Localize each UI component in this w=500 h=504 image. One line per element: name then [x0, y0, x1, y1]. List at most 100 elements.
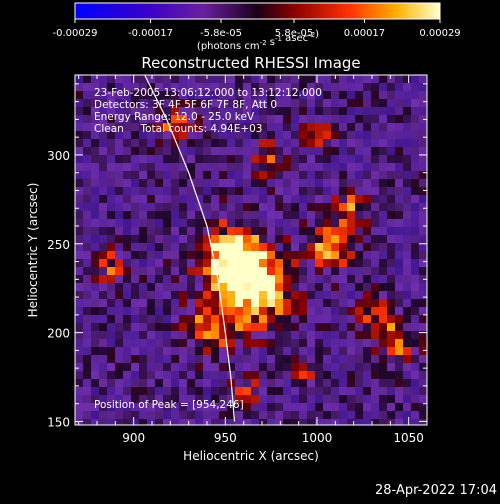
heatmap-cell — [195, 219, 204, 228]
heatmap-cell — [339, 115, 348, 124]
heatmap-cell — [307, 91, 316, 100]
heatmap-cell — [315, 139, 324, 148]
heatmap-cell — [371, 75, 380, 84]
heatmap-cell — [163, 291, 172, 300]
heatmap-cell — [123, 251, 132, 260]
heatmap-cell — [203, 315, 212, 324]
heatmap-cell — [251, 411, 260, 420]
heatmap-cell — [83, 83, 92, 92]
heatmap-cell — [275, 347, 284, 356]
heatmap-cell — [411, 347, 420, 356]
heatmap-cell — [91, 339, 100, 348]
heatmap-cell — [347, 91, 356, 100]
heatmap-cell — [75, 267, 84, 276]
heatmap-cell — [131, 155, 140, 164]
heatmap-cell — [83, 91, 92, 100]
heatmap-cell — [395, 99, 404, 108]
heatmap-cell — [339, 403, 348, 412]
heatmap-cell — [339, 387, 348, 396]
heatmap-cell — [275, 355, 284, 364]
heatmap-cell — [291, 203, 300, 212]
heatmap-cell — [355, 155, 364, 164]
heatmap-cell — [267, 307, 276, 316]
heatmap-cell — [315, 195, 324, 204]
heatmap-cell — [203, 91, 212, 100]
heatmap-cell — [163, 379, 172, 388]
heatmap-cell — [363, 411, 372, 420]
heatmap-cell — [227, 155, 236, 164]
heatmap-cell — [339, 235, 348, 244]
heatmap-cell — [275, 363, 284, 372]
heatmap-cell — [131, 275, 140, 284]
heatmap-cell — [283, 203, 292, 212]
heatmap-cell — [115, 339, 124, 348]
heatmap-cell — [243, 211, 252, 220]
heatmap-cell — [163, 275, 172, 284]
heatmap-cell — [147, 171, 156, 180]
heatmap-cell — [219, 307, 228, 316]
heatmap-cell — [387, 419, 396, 425]
heatmap-cell — [155, 259, 164, 268]
heatmap-cell — [275, 395, 284, 404]
heatmap-cell — [187, 347, 196, 356]
heatmap-cell — [155, 163, 164, 172]
unit-text: (photons cm — [197, 41, 260, 52]
heatmap-cell — [283, 283, 292, 292]
heatmap-cell — [187, 203, 196, 212]
heatmap-cell — [107, 179, 116, 188]
heatmap-cell — [371, 83, 380, 92]
heatmap-cell — [419, 235, 427, 244]
heatmap-cell — [195, 403, 204, 412]
heatmap-cell — [203, 83, 212, 92]
heatmap-cell — [211, 243, 220, 252]
heatmap-cell — [267, 411, 276, 420]
heatmap-cell — [211, 267, 220, 276]
heatmap-cell — [379, 107, 388, 116]
heatmap-cell — [131, 171, 140, 180]
heatmap-cell — [187, 195, 196, 204]
heatmap-cell — [179, 291, 188, 300]
heatmap-cell — [139, 307, 148, 316]
heatmap-cell — [163, 339, 172, 348]
heatmap-cell — [243, 299, 252, 308]
solar-limb-curve — [144, 75, 236, 422]
heatmap-cell — [395, 307, 404, 316]
heatmap-cell — [83, 267, 92, 276]
heatmap-cell — [155, 395, 164, 404]
heatmap-cell — [307, 419, 316, 425]
heatmap-cell — [187, 99, 196, 108]
heatmap-cell — [187, 155, 196, 164]
heatmap-cell — [139, 315, 148, 324]
heatmap-cell — [219, 235, 228, 244]
heatmap-cell — [291, 395, 300, 404]
heatmap-cell — [323, 187, 332, 196]
heatmap-cell — [179, 187, 188, 196]
heatmap-cell — [155, 251, 164, 260]
heatmap-cell — [115, 211, 124, 220]
heatmap-cell — [291, 411, 300, 420]
heatmap-cell — [307, 243, 316, 252]
heatmap-cell — [251, 179, 260, 188]
heatmap-cell — [243, 91, 252, 100]
heatmap-cell — [243, 251, 252, 260]
heatmap-cell — [307, 411, 316, 420]
heatmap-cell — [299, 107, 308, 116]
heatmap-cell — [243, 99, 252, 108]
heatmap-cell — [371, 195, 380, 204]
heatmap-cell — [299, 307, 308, 316]
heatmap-cell — [155, 107, 164, 116]
heatmap-cell — [411, 275, 420, 284]
heatmap-cell — [243, 115, 252, 124]
heatmap-cell — [195, 275, 204, 284]
heatmap-cell — [283, 291, 292, 300]
heatmap-cell — [243, 139, 252, 148]
heatmap-cell — [291, 131, 300, 140]
heatmap-cell — [107, 411, 116, 420]
annotation-line: Clean Total counts: 4.94E+03 — [94, 123, 263, 135]
heatmap-cell — [139, 147, 148, 156]
heatmap-cell — [387, 411, 396, 420]
heatmap-cell — [331, 99, 340, 108]
heatmap-cell — [203, 411, 212, 420]
heatmap-cell — [315, 99, 324, 108]
heatmap-cell — [123, 195, 132, 204]
